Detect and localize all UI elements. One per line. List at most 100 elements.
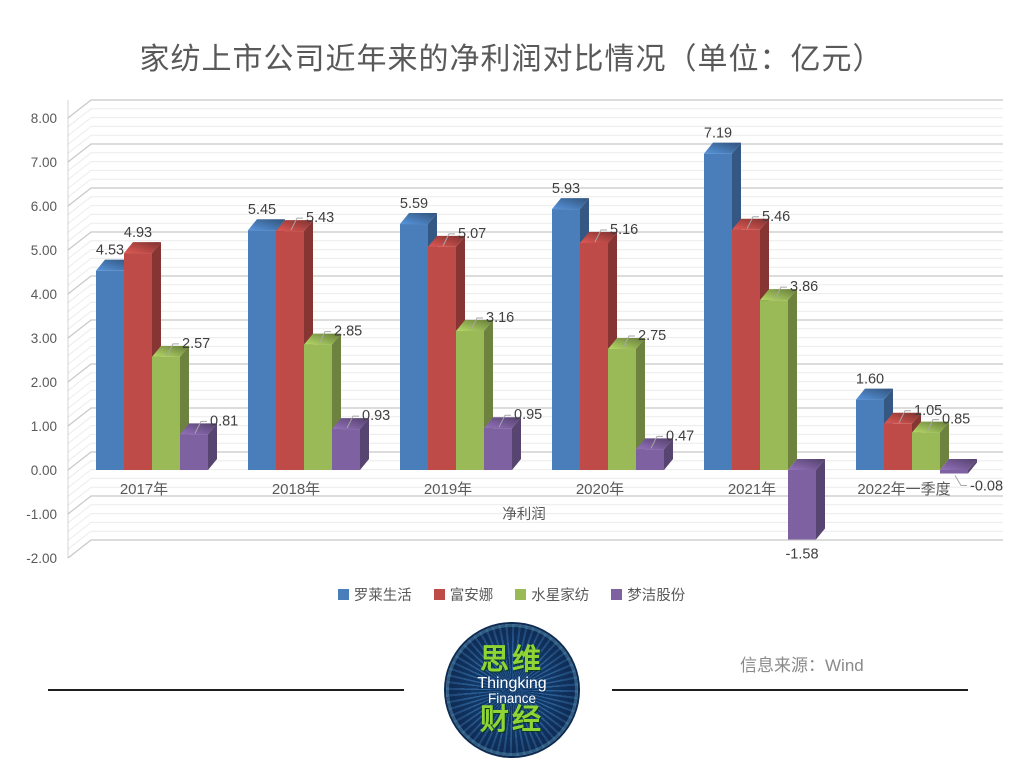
label-leader-line (318, 331, 331, 344)
bar-富安娜-2022年一季度 (884, 412, 921, 470)
bar-罗莱生活-2022年一季度 (856, 388, 893, 470)
label-leader-line (594, 229, 607, 243)
bar-front-face (456, 330, 484, 470)
legend-item-富安娜: 富安娜 (433, 584, 493, 605)
gridlines (67, 99, 1003, 559)
x-category-label: 2018年 (272, 481, 320, 498)
value-label: 3.86 (790, 279, 818, 295)
bar-side-face (940, 421, 949, 470)
y-tick-label: 4.00 (31, 287, 57, 302)
minor-gridline (67, 469, 1003, 488)
major-gridline (67, 451, 1003, 471)
y-tick-label: 0.00 (31, 463, 57, 478)
logo-text-cn-top: 思维 (479, 643, 544, 676)
label-leader-line (622, 335, 635, 349)
legend-swatch-icon (433, 589, 445, 600)
axis-labels: -2.00 -1.00 0.00 1.00 2.00 3.00 4.00 5.00 6.00 7.… (26, 111, 950, 566)
value-label: -0.08 (970, 479, 1003, 495)
bar-梦洁股份-2021年 (788, 459, 825, 540)
value-label: 5.59 (400, 196, 428, 212)
bar-水星家纺-2021年 (760, 289, 797, 470)
minor-gridline (67, 442, 1003, 462)
minor-gridline (67, 249, 1003, 268)
y-tick-label: 3.00 (31, 331, 57, 346)
bar-front-face (96, 270, 124, 470)
y-tick-label: 2.00 (31, 375, 57, 390)
minor-gridline (67, 416, 1003, 436)
value-label: 2.85 (334, 324, 362, 340)
bar-top-face (760, 289, 797, 301)
label-leader-line (290, 217, 303, 231)
value-label: 5.16 (610, 222, 638, 238)
x-category-label: 2017年 (120, 481, 168, 498)
value-label: 4.53 (96, 243, 124, 259)
value-label: 5.07 (458, 226, 486, 242)
label-leader-line (746, 216, 759, 229)
major-gridline (67, 99, 1003, 119)
chart-title: 家纺上市公司近年来的净利润对比情况（单位：亿元） (139, 43, 884, 76)
minor-gridline (67, 196, 1003, 216)
bar-front-face (400, 224, 428, 470)
minor-gridline (67, 372, 1003, 392)
bar-top-face (428, 235, 465, 247)
chart-legend: 罗莱生活 富安娜 水星家纺 梦洁股份 (0, 584, 1023, 605)
x-axis-title: 净利润 (502, 506, 546, 523)
bar-top-face (552, 198, 589, 210)
major-gridline (67, 407, 1003, 427)
value-label: 0.47 (666, 428, 694, 444)
bar-top-face (636, 438, 673, 450)
value-label: 5.93 (552, 181, 580, 197)
bar-top-face (96, 259, 133, 271)
minor-gridline (67, 222, 1003, 242)
bar-front-face (704, 153, 732, 470)
value-label: 0.85 (942, 412, 970, 428)
bar-front-face (248, 230, 276, 470)
value-label: 3.16 (486, 310, 514, 326)
bar-front-face (276, 231, 304, 470)
bar-front-face (124, 253, 152, 470)
bar-side-face (636, 338, 645, 470)
value-label: 4.93 (124, 225, 152, 241)
label-leader-line (346, 415, 359, 429)
legend-swatch-icon (337, 589, 349, 600)
bar-front-face (856, 399, 884, 470)
value-label: 5.43 (306, 210, 334, 226)
minor-gridline (67, 169, 1003, 189)
minor-gridline (67, 240, 1003, 260)
bar-top-face (732, 218, 769, 230)
value-label: 5.46 (762, 209, 790, 225)
data-source-label: 信息来源：Wind (740, 656, 864, 675)
bar-front-face (304, 344, 332, 470)
bar-top-face (940, 459, 977, 470)
bar-side-face (816, 459, 825, 540)
major-gridline (67, 275, 1003, 295)
minor-gridline (67, 337, 1003, 356)
minor-gridline (67, 284, 1003, 304)
value-labels: 4.534.93 2.57 0.81 5.45 5.43 2.85 0.93 5.59 5.07… (96, 126, 1003, 563)
logo-text-en-1: Thingking (477, 674, 547, 692)
label-leader-line (498, 414, 511, 428)
major-gridline (67, 319, 1003, 339)
minor-gridline (67, 433, 1003, 453)
bar-front-face (760, 300, 788, 470)
minor-gridline (67, 504, 1003, 524)
logo-text-cn-bottom: 财经 (479, 703, 544, 736)
value-label: 2.75 (638, 328, 666, 344)
legend-item-罗莱生活: 罗莱生活 (337, 584, 412, 605)
label-leader-line (926, 419, 939, 432)
y-tick-label: 8.00 (31, 111, 57, 126)
minor-gridline (67, 460, 1003, 480)
divider-left (48, 689, 404, 691)
value-label: 0.81 (210, 413, 238, 429)
bar-side-face (968, 459, 977, 474)
bar-front-face (940, 470, 968, 474)
bar-top-face (180, 423, 217, 435)
bar-front-face (332, 429, 360, 470)
label-leader-line (898, 410, 911, 424)
label-leader-line (442, 233, 455, 247)
bar-top-face (608, 338, 645, 349)
minor-gridline (67, 152, 1003, 172)
value-label: 1.05 (914, 403, 942, 419)
bar-水星家纺-2017年 (152, 345, 189, 470)
bar-front-face (484, 428, 512, 470)
